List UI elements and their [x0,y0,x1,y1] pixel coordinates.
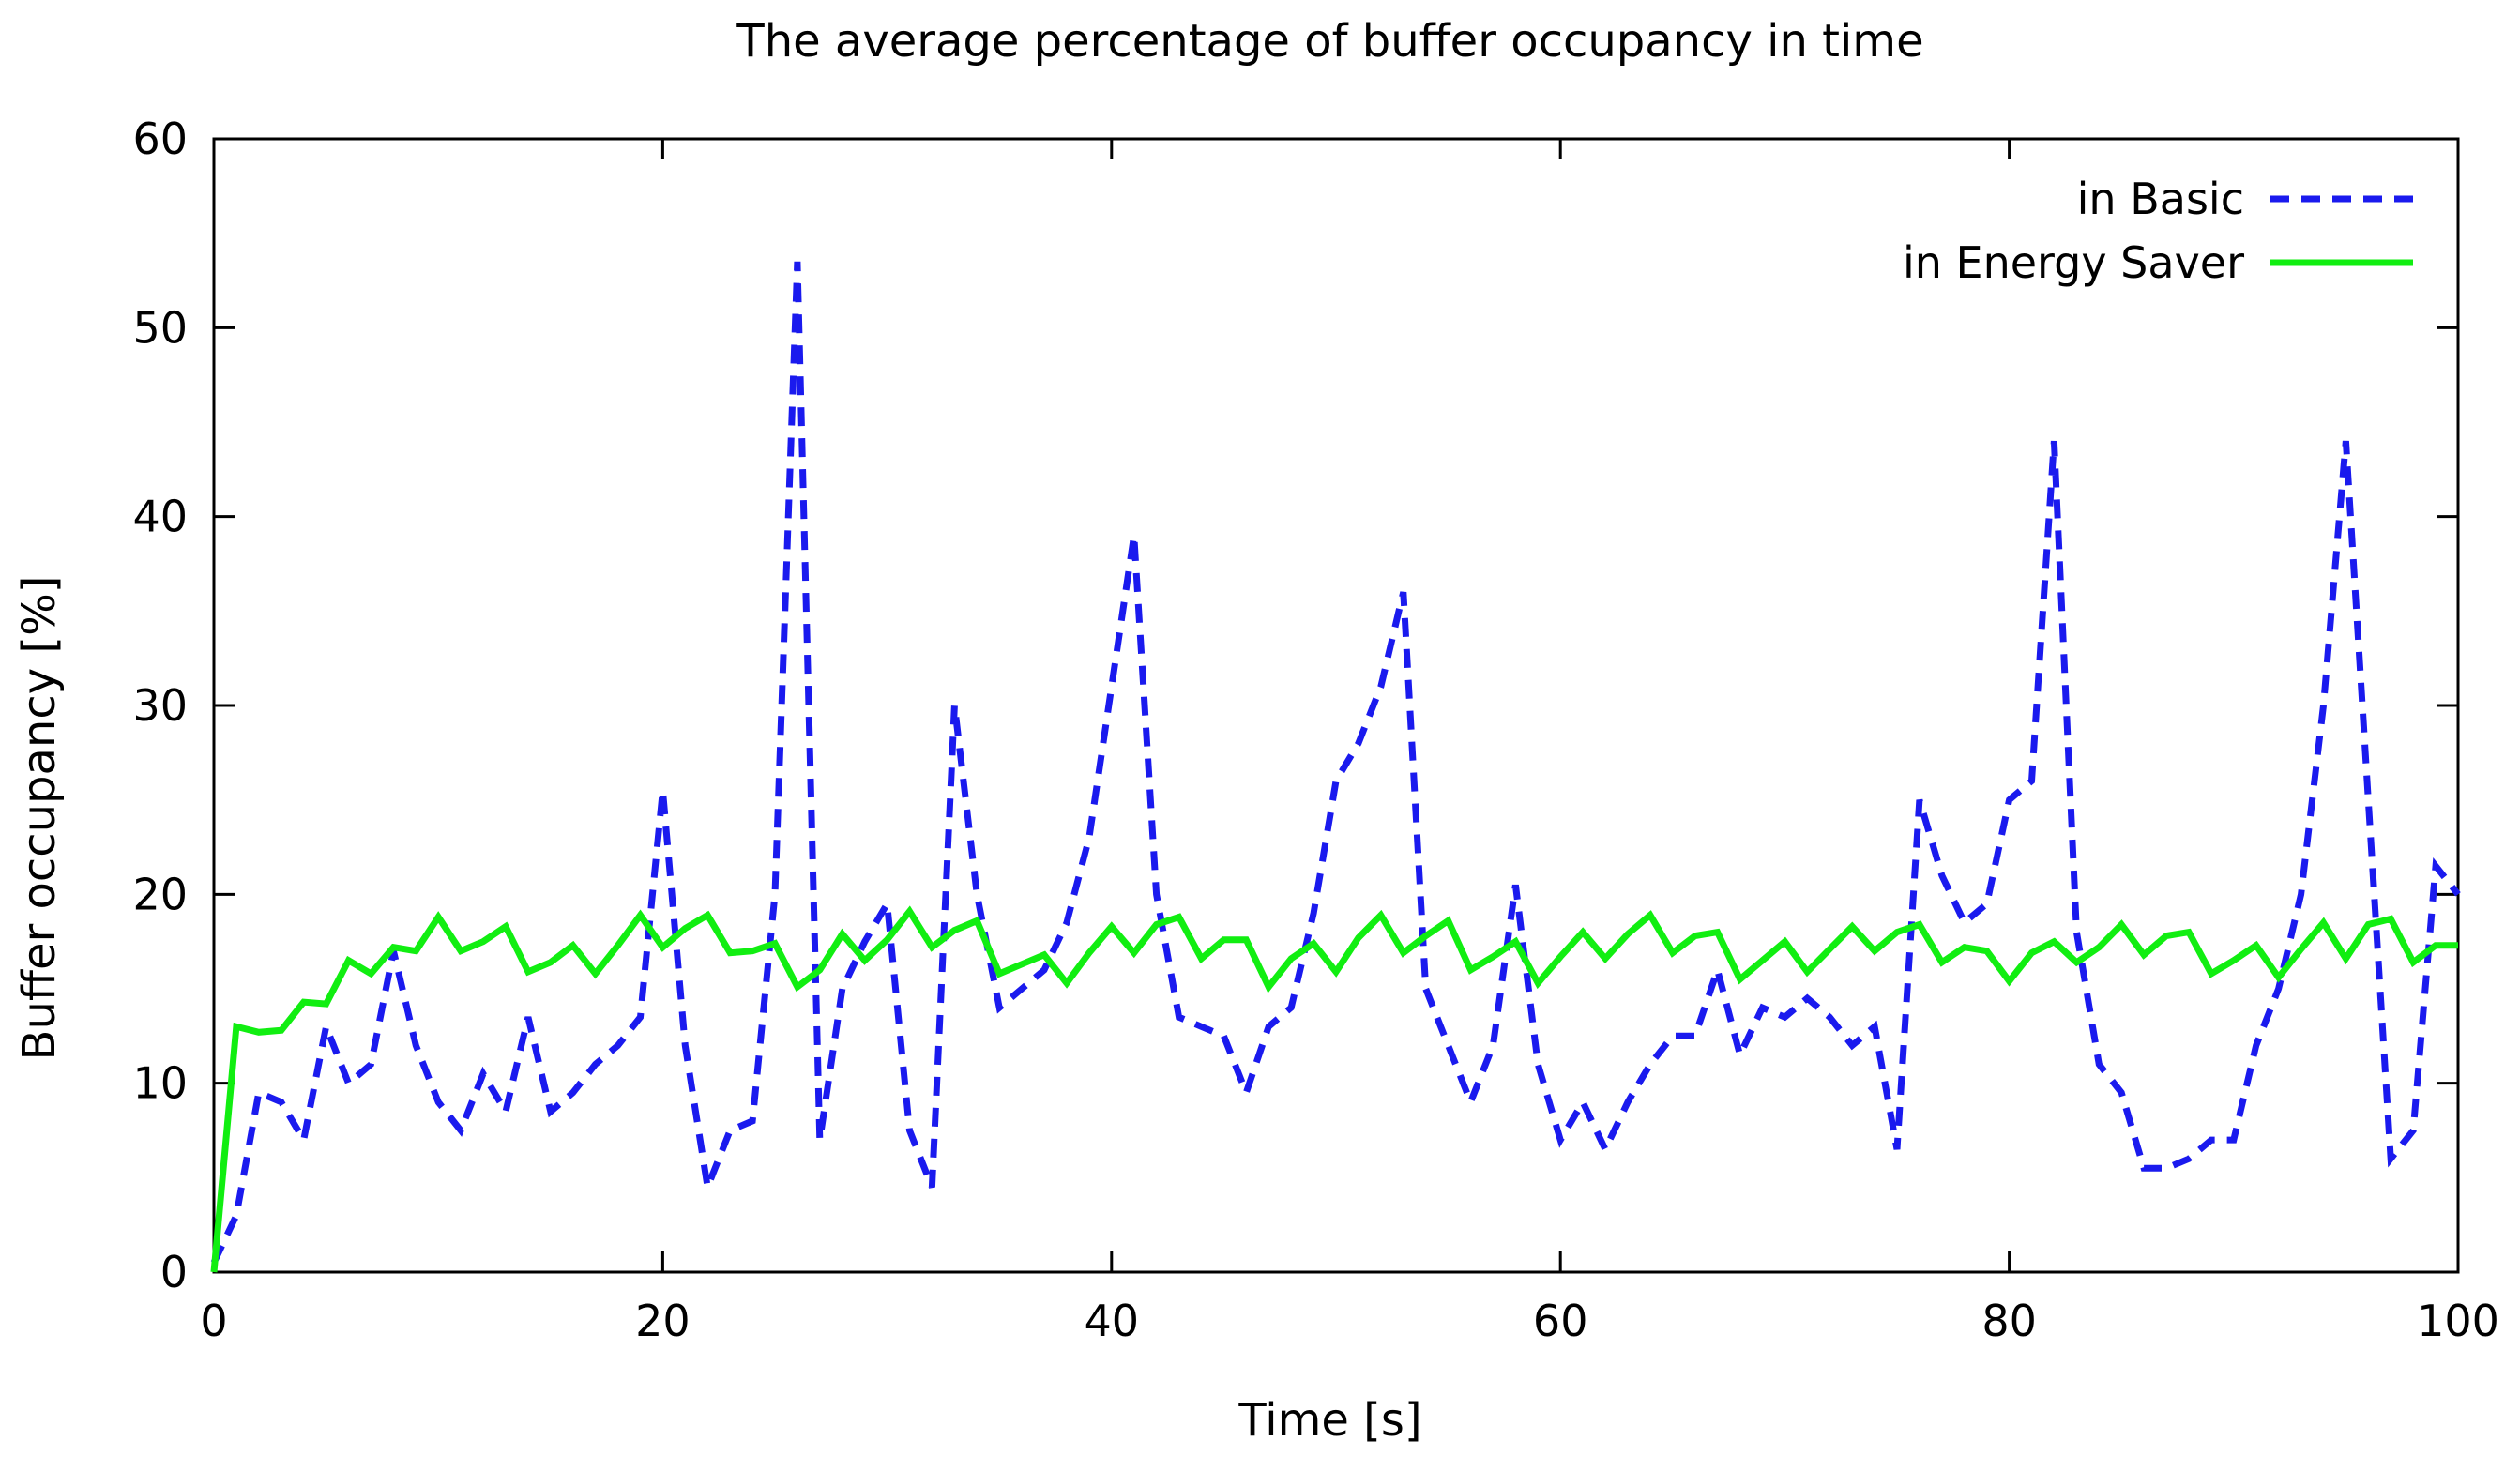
series-line-basic [210,261,2461,1265]
y-tick-label: 30 [132,680,188,731]
legend-label: in Basic [2077,174,2244,224]
y-tick-label: 50 [132,302,188,353]
x-tick-label: 0 [200,1296,227,1346]
legend-label: in Energy Saver [1903,237,2244,288]
series-line-energy-saver [210,905,2458,1273]
x-tick-label: 100 [2417,1296,2499,1346]
x-tick-label: 20 [635,1296,691,1346]
y-tick-label: 60 [132,114,188,164]
x-tick-label: 60 [1533,1296,1588,1346]
y-tick-label: 10 [132,1058,188,1109]
x-axis-title: Time [s] [1237,1394,1421,1447]
y-tick-label: 20 [132,869,188,919]
y-tick-label: 40 [132,492,188,542]
y-tick-label: 0 [160,1247,188,1297]
x-tick-label: 40 [1085,1296,1140,1346]
chart-title: The average percentage of buffer occupan… [736,15,1923,68]
y-axis-title: Buffer occupancy [%] [13,576,66,1061]
x-tick-label: 80 [1981,1296,2037,1346]
plot-area: 0 10 20 30 40 50 60 0 20 40 60 80 100 in Basic in Ener… [132,114,2498,1346]
